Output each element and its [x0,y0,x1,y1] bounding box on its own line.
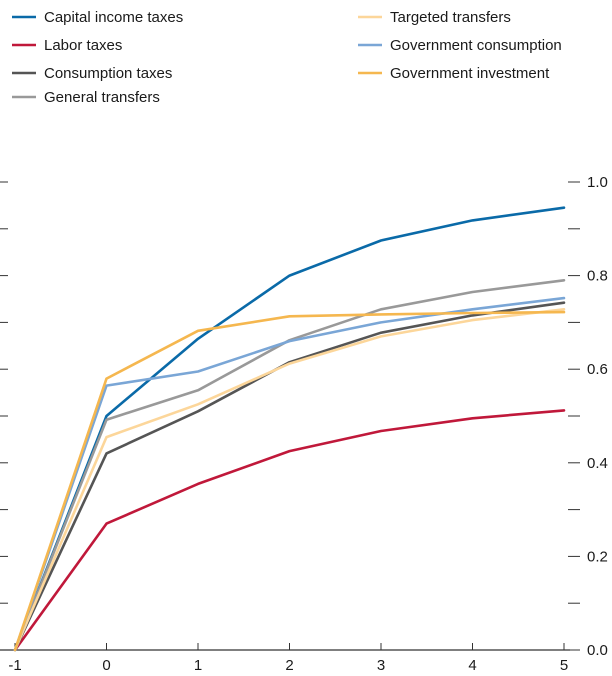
legend-label-government-consumption: Government consumption [390,37,562,54]
y-tick-label: 0.6 [587,361,608,378]
legend-label-capital-income-taxes: Capital income taxes [44,9,183,26]
legend-label-consumption-taxes: Consumption taxes [44,65,172,82]
x-tick-label: 3 [377,657,385,674]
series-line-labor-taxes [13,409,566,652]
series-line-targeted-transfers [13,307,566,652]
series-lines [13,206,566,652]
x-tick-label: 2 [285,657,293,674]
series-line-government-consumption [13,296,566,652]
x-tick-label: -1 [8,657,21,674]
legend-label-general-transfers: General transfers [44,89,160,106]
y-tick-label: 0.4 [587,455,608,472]
legend: Capital income taxes Labor taxes Consumpti… [12,9,562,106]
series-line-consumption-taxes [13,301,566,652]
legend-label-labor-taxes: Labor taxes [44,37,122,54]
y-tick-label: 0.2 [587,548,608,565]
legend-label-targeted-transfers: Targeted transfers [390,9,511,26]
x-tick-label: 1 [194,657,202,674]
y-tick-label: 0.0 [587,642,608,659]
y-tick-label: 0.8 [587,268,608,285]
series-line-government-investment [13,310,566,652]
x-tick-label: 4 [468,657,476,674]
axes: -1 0 1 2 3 4 5 0.0 0.2 0.4 0.6 0.8 1.0 [0,174,608,674]
x-tick-label: 5 [560,657,568,674]
series-line-general-transfers [13,278,566,652]
y-tick-label: 1.0 [587,174,608,191]
legend-label-government-investment: Government investment [390,65,550,82]
series-line-capital-income-taxes [13,206,566,652]
x-tick-label: 0 [102,657,110,674]
